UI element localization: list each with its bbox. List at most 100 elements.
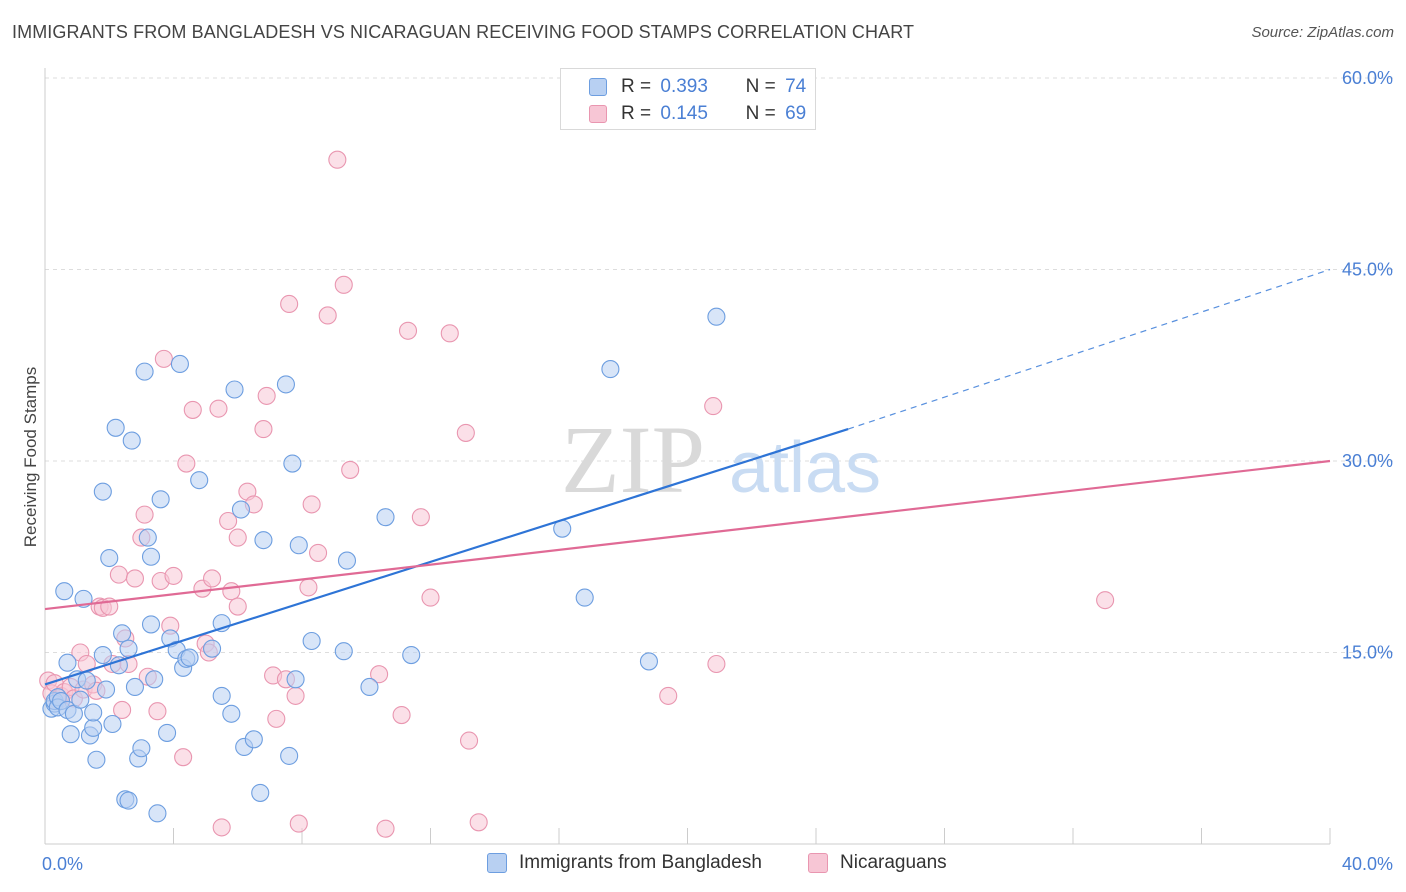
data-point-bangladesh (283, 454, 302, 473)
legend-r-value: 0.393 (660, 76, 708, 97)
data-point-nicaraguans (341, 460, 360, 479)
data-point-nicaraguans (183, 400, 202, 419)
data-point-nicaraguans (376, 819, 395, 838)
data-point-bangladesh (100, 548, 119, 568)
data-point-nicaraguans (257, 386, 276, 405)
data-point-bangladesh (106, 418, 125, 437)
data-point-nicaraguans (469, 813, 488, 832)
legend-n-label: N = (745, 103, 776, 124)
data-point-nicaraguans (174, 748, 193, 767)
data-point-bangladesh (135, 362, 154, 381)
data-point-bangladesh (212, 686, 231, 705)
watermark-zip: ZIP (561, 406, 705, 513)
data-point-nicaraguans (212, 818, 231, 837)
data-point-bangladesh (575, 588, 594, 607)
data-point-nicaraguans (203, 569, 222, 588)
legend: R = 0.393 N = 74 R = 0.145 N = 69 (560, 68, 816, 130)
y-tick-label: 15.0% (1342, 643, 1393, 663)
data-point-nicaraguans (398, 321, 418, 340)
bottom-legend-label: Immigrants from Bangladesh (519, 852, 762, 873)
data-point-nicaraguans (109, 565, 128, 584)
legend-n-value: 69 (785, 103, 807, 124)
legend-r-value: 0.145 (660, 103, 708, 124)
data-point-bangladesh (141, 615, 161, 634)
data-point-nicaraguans (209, 399, 228, 418)
data-point-nicaraguans (318, 306, 337, 325)
data-point-nicaraguans (125, 569, 144, 588)
data-point-bangladesh (141, 547, 161, 566)
data-point-nicaraguans (421, 588, 440, 607)
tick-labels: 15.0% 30.0% 45.0% 60.0% 0.0% 40.0% (42, 68, 1393, 874)
data-point-bangladesh (93, 482, 112, 501)
data-point-nicaraguans (228, 597, 247, 616)
series-nicaraguans (39, 150, 1115, 838)
data-point-nicaraguans (1096, 591, 1115, 610)
data-point-nicaraguans (328, 150, 347, 169)
data-point-nicaraguans (286, 686, 305, 705)
data-point-nicaraguans (302, 495, 321, 514)
data-point-nicaraguans (154, 349, 173, 368)
data-point-bangladesh (203, 639, 222, 658)
chart-title: IMMIGRANTS FROM BANGLADESH VS NICARAGUAN… (12, 22, 915, 42)
legend-n-label: N = (745, 76, 776, 97)
data-point-bangladesh (254, 531, 273, 550)
data-point-bangladesh (132, 739, 151, 758)
data-point-bangladesh (402, 646, 421, 665)
data-point-bangladesh (61, 725, 80, 744)
x-tick-label-max: 40.0% (1342, 854, 1393, 874)
data-point-nicaraguans (280, 294, 299, 314)
data-point-bangladesh (225, 380, 244, 399)
data-point-bangladesh (93, 646, 112, 665)
series-bangladesh (42, 307, 726, 823)
data-point-nicaraguans (309, 543, 328, 562)
trendline-bangladesh-extension (847, 268, 1331, 430)
legend-swatch-pink (589, 105, 607, 123)
data-point-bangladesh (122, 431, 141, 450)
data-point-bangladesh (87, 750, 106, 769)
data-point-nicaraguans (459, 731, 479, 750)
x-tick-label-min: 0.0% (42, 854, 83, 874)
data-point-bangladesh (138, 528, 157, 547)
watermark: ZIP atlas (561, 406, 881, 513)
data-point-bangladesh (180, 648, 199, 667)
y-tick-label: 45.0% (1342, 260, 1393, 280)
data-point-nicaraguans (299, 578, 318, 597)
data-point-bangladesh (222, 704, 241, 723)
data-point-bangladesh (158, 723, 177, 742)
watermark-atlas: atlas (729, 428, 881, 508)
data-point-bangladesh (334, 642, 353, 661)
data-point-bangladesh (286, 670, 305, 689)
data-point-bangladesh (119, 639, 138, 658)
data-point-bangladesh (58, 653, 77, 672)
y-tick-label: 60.0% (1342, 68, 1393, 88)
data-point-nicaraguans (334, 275, 353, 294)
data-point-bangladesh (360, 677, 379, 697)
data-point-nicaraguans (135, 505, 154, 524)
bottom-legend-swatch-blue (487, 853, 507, 873)
data-point-nicaraguans (222, 582, 241, 601)
trendline-nicaraguans (44, 459, 1331, 611)
data-point-nicaraguans (289, 814, 308, 833)
data-point-bangladesh (55, 582, 74, 601)
data-point-nicaraguans (411, 508, 430, 527)
data-point-bangladesh (289, 536, 308, 555)
legend-n-value: 74 (785, 76, 807, 97)
data-point-bangladesh (707, 307, 726, 326)
source-note: Source: ZipAtlas.com (1251, 24, 1394, 41)
data-point-bangladesh (302, 631, 321, 651)
data-point-bangladesh (244, 730, 263, 749)
data-point-nicaraguans (113, 700, 132, 720)
data-point-nicaraguans (707, 654, 726, 674)
data-point-bangladesh (190, 471, 209, 490)
bottom-legend-swatch-pink (808, 853, 828, 873)
data-point-bangladesh (96, 680, 116, 699)
data-point-nicaraguans (148, 702, 167, 721)
data-point-bangladesh (84, 703, 103, 722)
data-point-bangladesh (125, 677, 144, 697)
data-point-nicaraguans (219, 511, 238, 531)
data-point-bangladesh (601, 360, 620, 379)
data-point-bangladesh (103, 714, 122, 734)
data-point-nicaraguans (177, 454, 196, 473)
data-point-bangladesh (251, 783, 270, 802)
data-point-bangladesh (145, 670, 164, 689)
